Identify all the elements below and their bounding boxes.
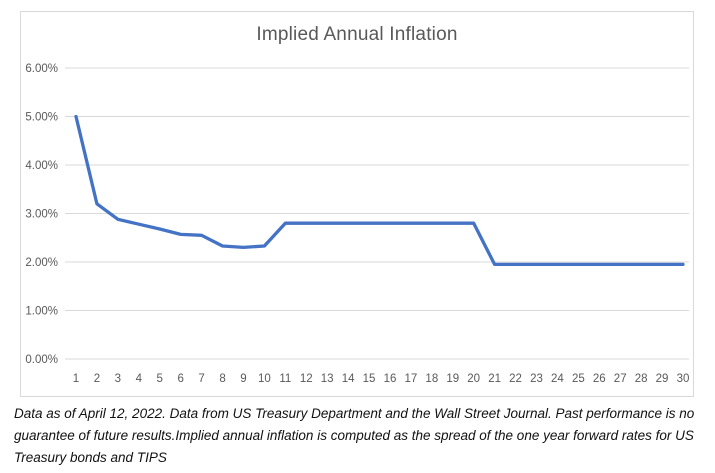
x-axis-tick-label: 22 — [509, 373, 522, 385]
x-axis-tick-label: 10 — [258, 373, 271, 385]
x-axis-tick-label: 21 — [488, 373, 501, 385]
x-axis-tick-label: 6 — [177, 373, 183, 385]
y-axis-tick-label: 0.00% — [25, 354, 58, 366]
x-axis-tick-label: 7 — [198, 373, 204, 385]
x-axis-tick-label: 8 — [219, 373, 225, 385]
x-axis-tick-label: 2 — [94, 373, 100, 385]
x-axis-tick-label: 13 — [321, 373, 334, 385]
x-axis-tick-label: 26 — [593, 373, 606, 385]
y-axis-tick-label: 3.00% — [25, 209, 58, 221]
x-axis-tick-label: 25 — [572, 373, 585, 385]
x-axis-tick-label: 14 — [342, 373, 355, 385]
y-axis-tick-label: 5.00% — [25, 112, 58, 124]
chart-title: Implied Annual Inflation — [256, 24, 458, 45]
y-axis-tick-label: 2.00% — [25, 257, 58, 269]
x-axis-tick-label: 19 — [446, 373, 459, 385]
x-axis-tick-label: 3 — [115, 373, 121, 385]
x-axis-tick-label: 16 — [384, 373, 397, 385]
x-axis-tick-label: 12 — [300, 373, 313, 385]
x-axis-tick-label: 18 — [425, 373, 438, 385]
x-axis-tick-label: 27 — [614, 373, 627, 385]
x-axis-tick-label: 5 — [157, 373, 163, 385]
chart-footnote: Data as of April 12, 2022. Data from US … — [14, 406, 695, 465]
x-axis-tick-label: 11 — [279, 373, 291, 385]
inflation-line-plot: 0.00%1.00%2.00%3.00%4.00%5.00%6.00%1 2 3 4 5… — [25, 63, 690, 385]
x-axis-tick-label: 23 — [530, 373, 543, 385]
inflation-line — [74, 114, 685, 267]
x-axis-tick-label: 1 — [73, 373, 79, 385]
y-axis-tick-label: 1.00% — [25, 306, 58, 318]
chart-frame: Implied Annual Inflation 0.00% 1.00% 2.00%… — [20, 11, 694, 397]
x-axis-tick-label: 20 — [467, 373, 480, 385]
y-axis-tick-label: 6.00% — [25, 63, 58, 75]
y-axis-tick-label: 4.00% — [25, 160, 58, 172]
x-axis-tick-label: 29 — [656, 373, 669, 385]
x-axis-tick-label: 15 — [363, 373, 376, 385]
x-axis-tick-label: 30 — [677, 373, 690, 385]
x-axis-tick-label: 17 — [404, 373, 417, 385]
x-axis-tick-label: 28 — [635, 373, 648, 385]
x-axis-tick-label: 9 — [240, 373, 246, 385]
x-axis-tick-label: 4 — [136, 373, 143, 385]
x-axis-tick-label: 24 — [551, 373, 564, 385]
